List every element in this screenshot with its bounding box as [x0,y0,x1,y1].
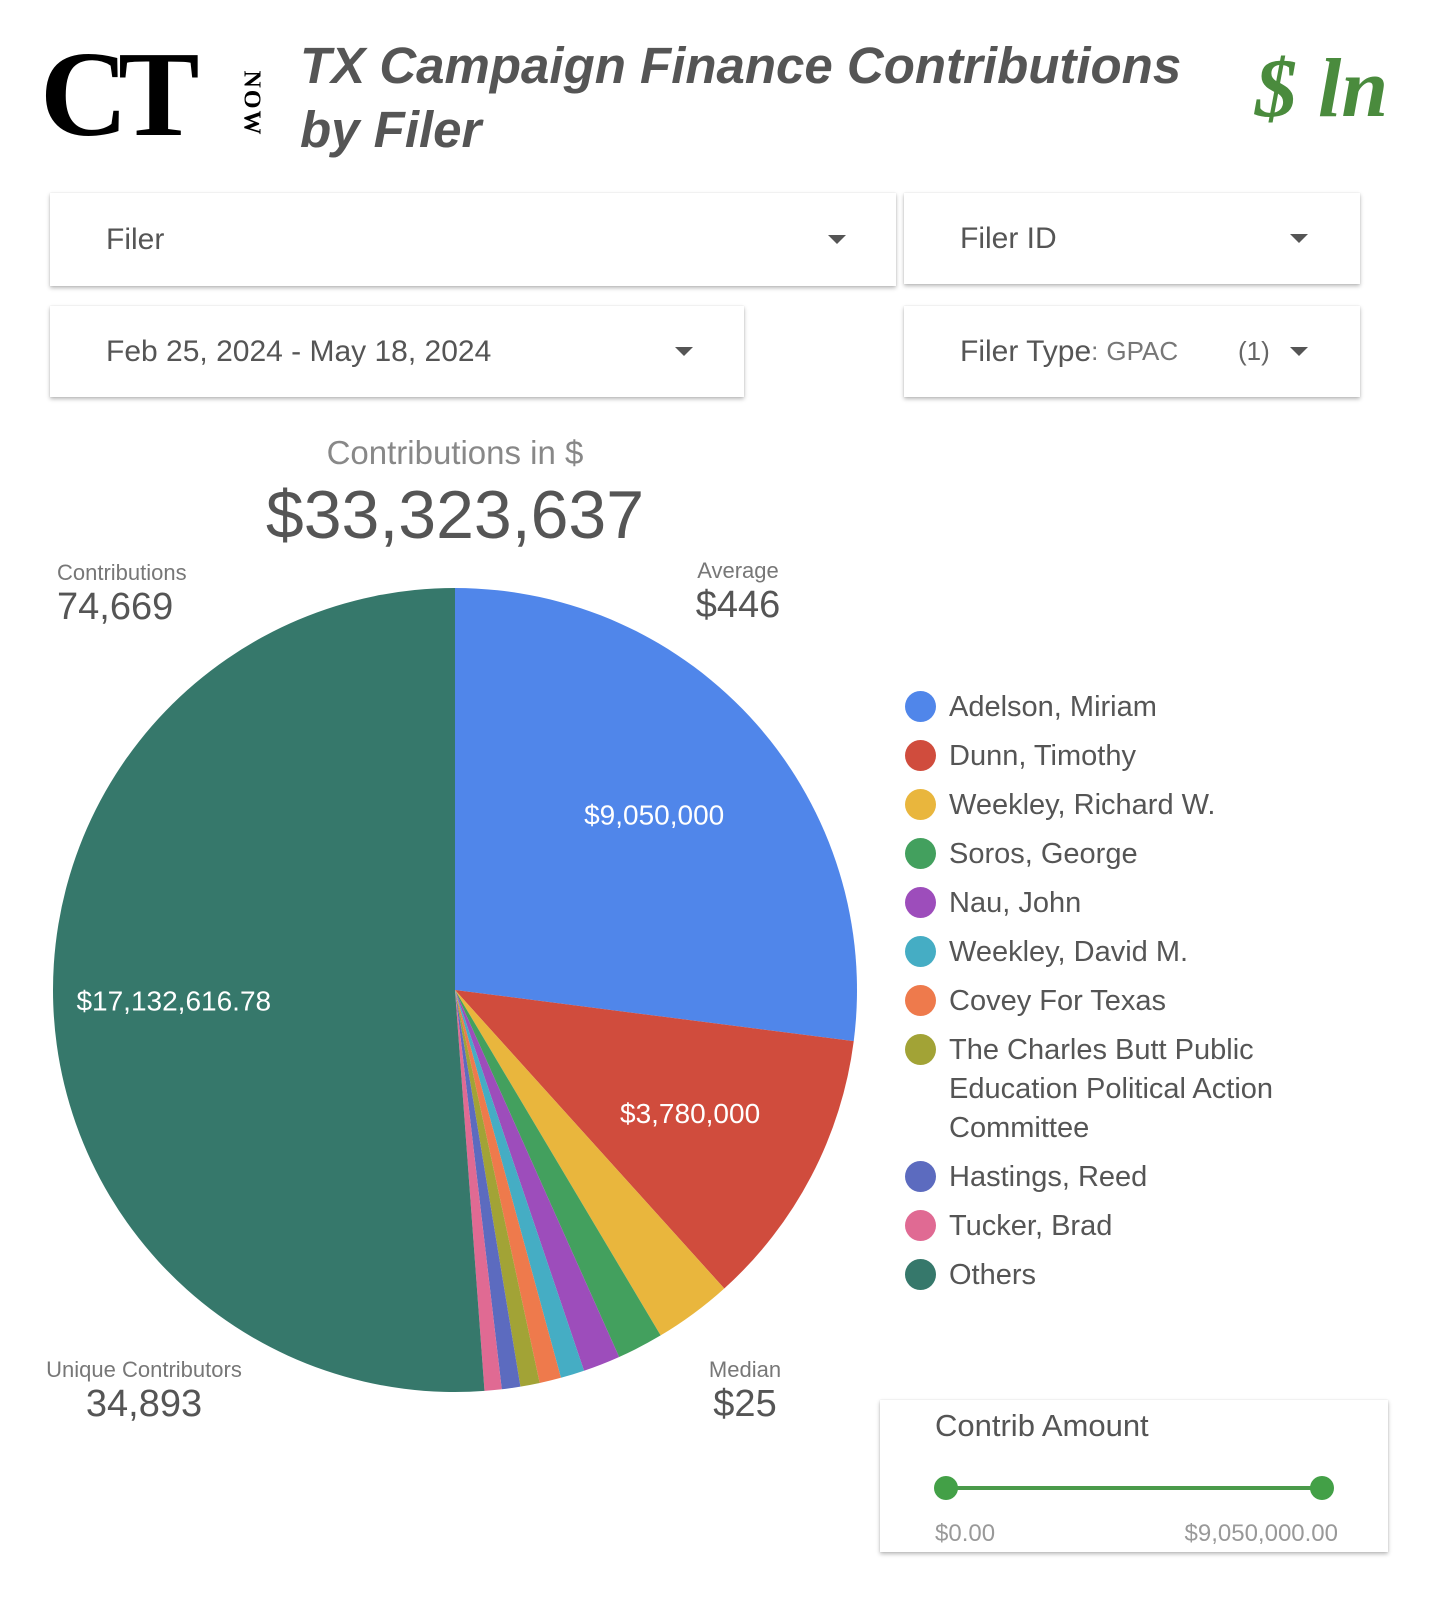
total-contributions-label: Contributions in $ [326,434,584,471]
average-value: $446 [695,584,781,626]
contributions-label: Contributions [57,560,187,585]
legend-swatch [905,789,936,820]
filer-dropdown-label: Filer [106,222,165,256]
legend-swatch [905,887,936,918]
legend-label: Covey For Texas [949,985,1167,1017]
filer-type-dropdown[interactable]: Filer Type : GPAC (1) [904,306,1360,397]
pie-data-label: $9,050,000 [584,800,724,831]
legend-swatch [905,1034,936,1065]
legend-item[interactable]: Covey For Texas [905,982,1345,1021]
unique-contributors-scorecard: Unique Contributors 34,893 [44,1357,244,1426]
page-title-line1: TX Campaign Finance Contributions [300,37,1182,94]
pie-slice-weekley-richard-w[interactable] [455,990,725,1336]
legend-label: Tucker, Brad [949,1210,1113,1242]
pie-slice-weekley-david-m[interactable] [455,990,585,1378]
filer-type-separator: : [1091,336,1099,366]
legend-swatch [905,1259,936,1290]
chart-legend: Adelson, Miriam Dunn, Timothy Weekley, Ric… [905,688,1345,1305]
ct-now-logo: CT NOW [40,27,270,162]
average-label: Average [697,558,779,583]
page-title-line2: by Filer [300,101,482,158]
legend-label: Nau, John [949,887,1082,919]
unique-contributors-label: Unique Contributors [46,1357,242,1382]
legend-label: Hastings, Reed [949,1161,1148,1193]
contributions-pie-chart: $9,050,000 $3,780,000 $17,132,616.78 [52,588,857,1392]
filer-id-dropdown-label: Filer ID [960,221,1057,255]
logo-main-text: CT [40,27,200,162]
legend-label: Weekley, David M. [949,936,1189,968]
legend-item[interactable]: Adelson, Miriam [905,688,1345,727]
legend-item[interactable]: Tucker, Brad [905,1207,1345,1246]
average-scorecard: Average $446 [680,558,796,627]
pie-slice-the-charles-butt-public-education-political-action-committee[interactable] [455,990,540,1387]
legend-swatch [905,691,936,722]
legend-label: Dunn, Timothy [949,740,1136,772]
slider-max-handle[interactable] [1310,1476,1334,1500]
filer-dropdown[interactable]: Filer [50,193,896,286]
legend-item[interactable]: Weekley, Richard W. [905,786,1345,825]
date-range-label: Feb 25, 2024 - May 18, 2024 [106,334,492,368]
legend-swatch [905,740,936,771]
pie-slice-dunn-timothy[interactable] [455,990,854,1289]
brand-logo: $ ln [1255,42,1389,135]
legend-swatch [905,838,936,869]
pie-slice-covey-for-texas[interactable] [455,990,561,1383]
slider-min-handle[interactable] [934,1476,958,1500]
chevron-down-icon [675,347,693,356]
legend-item[interactable]: Nau, John [905,884,1345,923]
legend-item[interactable]: Dunn, Timothy [905,737,1345,776]
legend-swatch [905,985,936,1016]
slider-title: Contrib Amount [935,1408,1149,1443]
pie-slice-adelson-miriam[interactable] [455,588,857,1042]
legend-label: Soros, George [949,838,1138,870]
filer-id-dropdown[interactable]: Filer ID [904,193,1360,284]
legend-label: Adelson, Miriam [949,691,1157,723]
legend-item[interactable]: The Charles Butt Public Education Politi… [905,1031,1345,1148]
filer-type-value: GPAC [1106,336,1179,366]
legend-item[interactable]: Hastings, Reed [905,1158,1345,1197]
legend-item[interactable]: Weekley, David M. [905,933,1345,972]
filer-type-count: (1) [1238,336,1270,366]
legend-item[interactable]: Others [905,1256,1345,1295]
legend-label: The Charles Butt Public Education Politi… [949,1034,1274,1144]
pie-slice-tucker-brad[interactable] [455,990,502,1391]
legend-label: Others [949,1259,1037,1291]
contributions-scorecard: Contributions 74,669 [57,560,187,629]
median-scorecard: Median $25 [695,1357,795,1426]
legend-item[interactable]: Soros, George [905,835,1345,874]
filer-type-label: Filer Type [960,334,1092,368]
median-label: Median [708,1357,782,1382]
pie-slice-soros-george[interactable] [455,990,661,1357]
unique-contributors-value: 34,893 [85,1383,203,1425]
pie-data-label: $17,132,616.78 [76,985,271,1016]
chevron-down-icon [828,235,846,244]
slider-track[interactable] [946,1486,1322,1490]
median-value: $25 [713,1383,777,1425]
legend-label: Weekley, Richard W. [949,789,1216,821]
chevron-down-icon [1290,347,1308,356]
page-title: TX Campaign Finance Contributions by Fil… [300,34,1220,162]
total-contributions-value: $33,323,637 [265,477,645,553]
date-range-picker[interactable]: Feb 25, 2024 - May 18, 2024 [50,306,744,397]
pie-data-label: $3,780,000 [620,1098,760,1129]
chevron-down-icon [1290,234,1308,243]
contrib-amount-slider: Contrib Amount $0.00 $9,050,000.00 [880,1400,1388,1552]
slider-max-label: $9,050,000.00 [1184,1520,1338,1547]
pie-slice-hastings-reed[interactable] [455,990,521,1390]
legend-swatch [905,1210,936,1241]
legend-swatch [905,936,936,967]
slider-min-label: $0.00 [935,1520,996,1547]
pie-slice-nau-john[interactable] [455,990,620,1371]
pie-slice-others[interactable] [52,588,485,1392]
legend-swatch [905,1161,936,1192]
contributions-value: 74,669 [57,586,174,628]
